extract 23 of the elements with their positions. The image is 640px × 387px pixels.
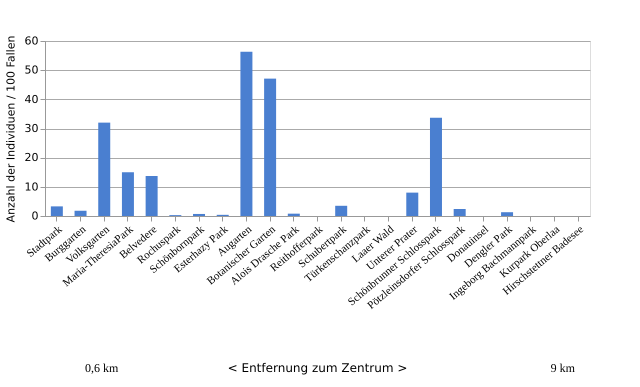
bar <box>122 172 134 216</box>
y-tick-label: 60 <box>24 34 38 48</box>
y-tick-label: 0 <box>32 210 38 222</box>
bar <box>406 192 418 216</box>
y-tick-label: 20 <box>24 151 38 164</box>
text: 9 km <box>550 361 576 375</box>
bar <box>454 209 466 216</box>
bar <box>50 206 63 216</box>
text: 0,6 km <box>85 361 119 375</box>
y-tick-label: 30 <box>24 122 38 135</box>
bar <box>335 206 348 216</box>
y-axis-title: Anzahl der Individuen / 100 Fallen <box>4 36 18 222</box>
bar <box>74 210 87 216</box>
bar <box>430 118 442 216</box>
y-tick-label: 50 <box>24 64 38 77</box>
bar <box>264 78 276 216</box>
text: < Entfernung zum Zentrum > <box>228 361 408 375</box>
y-tick-label: 40 <box>24 92 38 106</box>
bar <box>146 176 158 216</box>
bar <box>98 122 110 216</box>
y-tick-label: 10 <box>24 180 38 194</box>
bar <box>240 52 252 216</box>
bar <box>501 212 514 216</box>
